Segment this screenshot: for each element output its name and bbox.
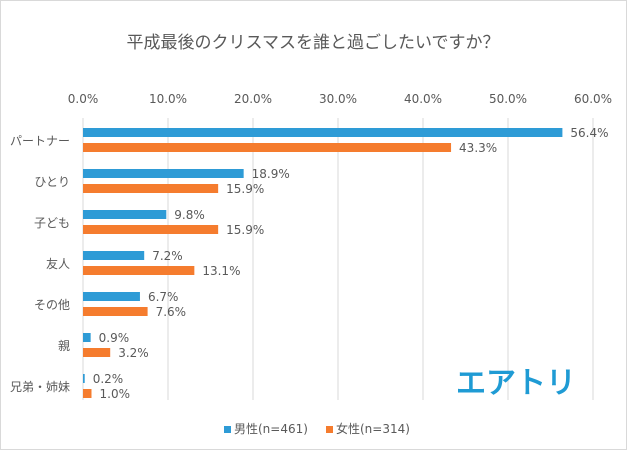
bar	[83, 143, 452, 152]
x-tick-label: 0.0%	[68, 92, 99, 106]
data-label: 13.1%	[202, 264, 240, 278]
category-label: 兄弟・姉妹	[10, 379, 70, 394]
category-label: 子ども	[34, 216, 70, 230]
data-label: 3.2%	[118, 346, 149, 360]
data-label: 6.7%	[148, 290, 179, 304]
data-label: 1.0%	[100, 387, 131, 401]
airtrip-logo: エアトリ	[456, 366, 576, 401]
bar	[83, 333, 91, 342]
category-label: ひとり	[34, 175, 70, 189]
bar	[83, 169, 244, 178]
data-label: 18.9%	[252, 167, 290, 181]
bar	[83, 292, 140, 301]
data-label: 7.2%	[152, 249, 183, 263]
x-tick-label: 40.0%	[404, 92, 442, 106]
data-label: 43.3%	[459, 141, 497, 155]
bar	[83, 307, 148, 316]
data-label: 15.9%	[226, 223, 264, 237]
x-tick-label: 50.0%	[489, 92, 527, 106]
bar	[83, 251, 145, 260]
legend-swatch	[224, 426, 231, 433]
data-label: 15.9%	[226, 182, 264, 196]
bar	[83, 389, 92, 398]
data-label: 0.9%	[99, 331, 129, 345]
bar	[83, 210, 167, 219]
category-label: その他	[34, 298, 70, 312]
x-tick-label: 60.0%	[574, 92, 612, 106]
x-tick-label: 30.0%	[319, 92, 357, 106]
data-label: 56.4%	[570, 126, 608, 140]
bar	[83, 348, 111, 357]
legend-label: 男性(n=461)	[234, 422, 308, 436]
category-label: 友人	[46, 257, 70, 271]
category-label: パートナー	[10, 134, 70, 148]
bar	[83, 128, 563, 137]
legend-swatch	[326, 426, 333, 433]
x-tick-label: 10.0%	[149, 92, 187, 106]
bar	[83, 374, 85, 383]
data-label: 0.2%	[93, 372, 124, 386]
legend-label: 女性(n=314)	[336, 421, 410, 436]
bar	[83, 184, 219, 193]
bar	[83, 266, 195, 275]
data-label: 9.8%	[174, 208, 205, 222]
category-label: 親	[58, 339, 70, 353]
bar	[83, 225, 219, 234]
data-label: 7.6%	[156, 305, 187, 319]
chart-title: 平成最後のクリスマスを誰と過ごしたいですか？	[127, 33, 500, 53]
x-tick-label: 20.0%	[234, 92, 272, 106]
